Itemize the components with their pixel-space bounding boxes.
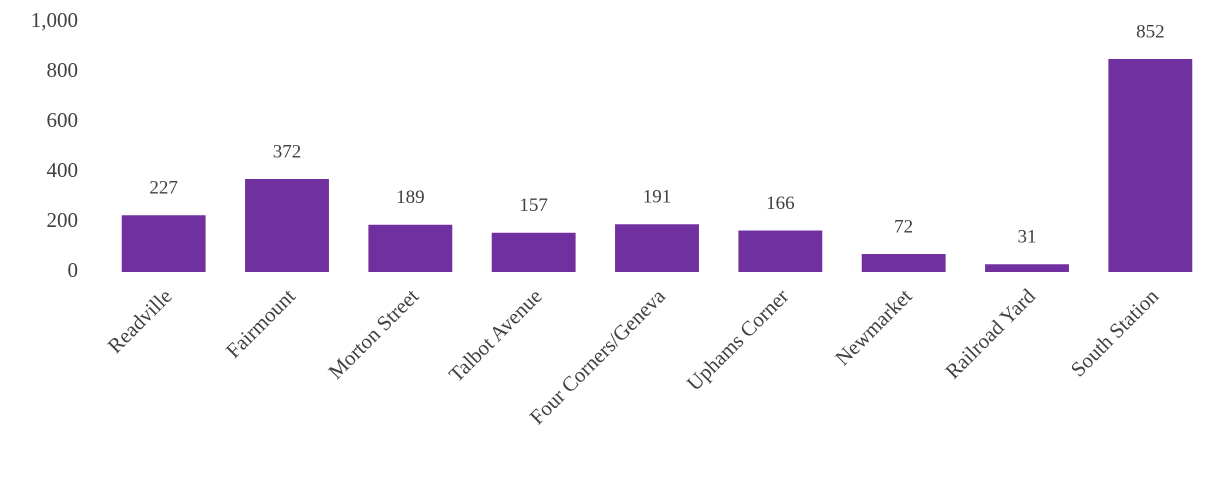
bar	[121, 215, 206, 272]
value-label: 227	[149, 178, 178, 199]
bar	[1108, 59, 1193, 272]
value-label: 189	[396, 187, 425, 208]
value-label: 372	[273, 141, 302, 162]
x-tick-label: Readville	[103, 284, 177, 358]
value-label: 72	[894, 216, 913, 237]
y-tick-label: 400	[47, 158, 79, 182]
bar	[491, 232, 576, 272]
x-tick-label: Railroad Yard	[940, 284, 1040, 384]
x-tick-label: Newmarket	[830, 284, 916, 370]
x-tick-label: Four Corners/Geneva	[525, 283, 671, 429]
x-tick-label: South Station	[1066, 284, 1164, 382]
x-tick-label: Uphams Corner	[682, 284, 793, 395]
bar	[985, 264, 1069, 272]
y-tick-label: 600	[47, 108, 79, 132]
value-label: 157	[519, 195, 548, 216]
y-tick-label: 1,000	[31, 8, 78, 32]
bar	[861, 254, 946, 272]
bar	[245, 179, 329, 272]
bar	[368, 224, 453, 272]
value-label: 191	[643, 187, 672, 208]
y-tick-label: 0	[68, 258, 79, 282]
y-tick-label: 200	[47, 208, 79, 232]
value-label: 31	[1018, 227, 1037, 248]
value-label: 166	[766, 193, 795, 214]
y-tick-label: 800	[47, 58, 79, 82]
x-tick-label: Fairmount	[221, 284, 300, 363]
bar	[738, 230, 823, 272]
x-tick-label: Morton Street	[323, 284, 423, 384]
bar	[615, 224, 699, 272]
x-tick-label: Talbot Avenue	[444, 284, 547, 387]
value-label: 852	[1136, 21, 1165, 42]
